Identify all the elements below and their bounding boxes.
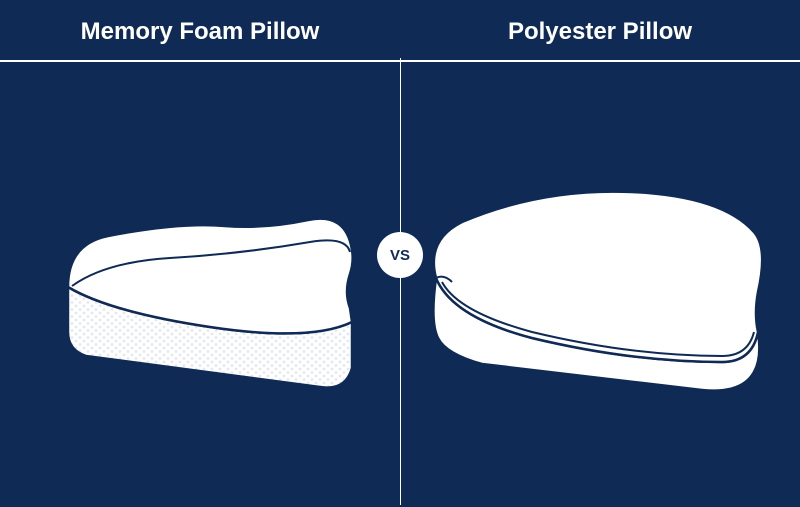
vs-badge: VS [377, 232, 423, 278]
polyester-pillow-icon [422, 182, 767, 392]
memory-foam-pillow-icon [50, 192, 360, 392]
left-title: Memory Foam Pillow [0, 18, 400, 46]
content [0, 62, 800, 507]
header: Memory Foam Pillow Polyester Pillow [0, 0, 800, 60]
left-column [0, 62, 400, 507]
vs-label: VS [390, 247, 410, 264]
right-title: Polyester Pillow [400, 18, 800, 46]
right-column [400, 62, 800, 507]
